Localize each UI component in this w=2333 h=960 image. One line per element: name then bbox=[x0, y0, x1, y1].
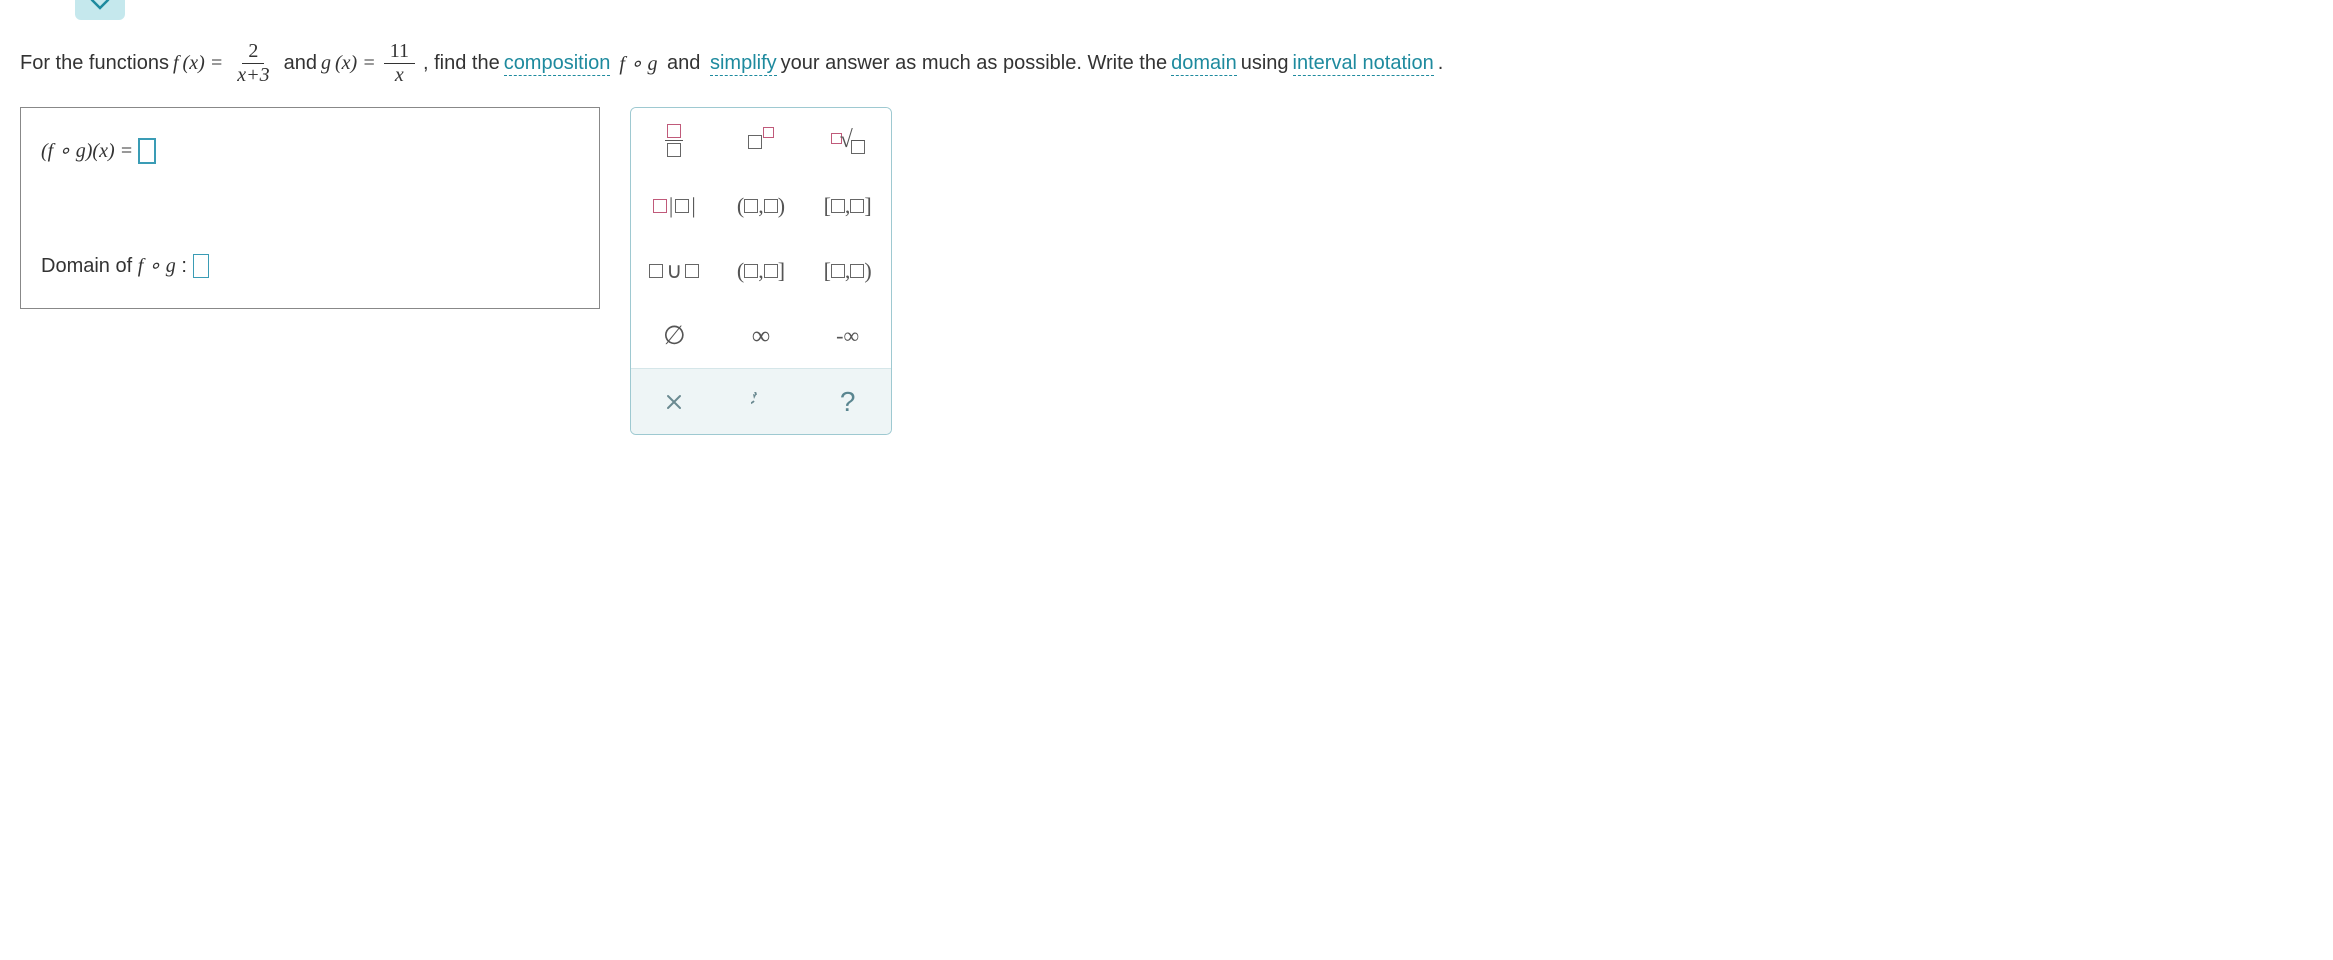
fog-inline: f ∘ g bbox=[614, 51, 657, 76]
undo-icon bbox=[751, 392, 771, 412]
domain-answer-line: Domain of f ∘ g : bbox=[41, 253, 579, 278]
f-lhs: f (x) = bbox=[173, 52, 223, 75]
g-den: x bbox=[389, 64, 410, 87]
question-text: For the functions f (x) = 2 x+3 and g (x… bbox=[20, 40, 2313, 87]
palette-root[interactable]: √ bbox=[804, 108, 891, 173]
palette-help[interactable]: ? bbox=[804, 369, 891, 434]
q-mid5: using bbox=[1241, 52, 1289, 75]
f-den: x+3 bbox=[231, 64, 275, 87]
palette-abs[interactable]: || bbox=[631, 173, 718, 238]
fog-label: (f ∘ g)(x) = bbox=[41, 138, 133, 163]
palette-closed-open[interactable]: [,) bbox=[804, 238, 891, 303]
fog-answer-line: (f ∘ g)(x) = bbox=[41, 138, 579, 163]
palette-union[interactable]: ∪ bbox=[631, 238, 718, 303]
close-icon bbox=[665, 393, 683, 411]
expand-toggle[interactable] bbox=[75, 0, 125, 20]
q-mid3b: and bbox=[661, 52, 705, 75]
g-num: 11 bbox=[384, 40, 415, 64]
symbol-palette: √ || (,) [,] ∪ (,] bbox=[630, 107, 892, 435]
fog-input[interactable] bbox=[139, 139, 155, 163]
answer-box: (f ∘ g)(x) = Domain of f ∘ g : bbox=[20, 107, 600, 309]
domain-input[interactable] bbox=[193, 254, 209, 278]
link-composition[interactable]: composition bbox=[504, 52, 611, 76]
link-interval[interactable]: interval notation bbox=[1293, 52, 1434, 76]
palette-infinity[interactable]: ∞ bbox=[718, 303, 805, 368]
palette-neg-infinity[interactable]: -∞ bbox=[804, 303, 891, 368]
chevron-down-icon bbox=[90, 0, 110, 12]
f-fraction: 2 x+3 bbox=[231, 40, 275, 87]
q-prefix: For the functions bbox=[20, 52, 169, 75]
g-fraction: 11 x bbox=[384, 40, 415, 87]
palette-open-open[interactable]: (,) bbox=[718, 173, 805, 238]
domain-label: Domain of f ∘ g : bbox=[41, 253, 187, 278]
q-mid1: and bbox=[284, 52, 317, 75]
q-mid4: your answer as much as possible. Write t… bbox=[781, 52, 1167, 75]
palette-open-closed[interactable]: (,] bbox=[718, 238, 805, 303]
palette-empty-set[interactable]: ∅ bbox=[631, 303, 718, 368]
palette-fraction[interactable] bbox=[631, 108, 718, 173]
palette-closed-closed[interactable]: [,] bbox=[804, 173, 891, 238]
link-simplify[interactable]: simplify bbox=[710, 52, 777, 76]
palette-clear[interactable] bbox=[631, 369, 718, 434]
palette-exponent[interactable] bbox=[718, 108, 805, 173]
link-domain[interactable]: domain bbox=[1171, 52, 1237, 76]
g-lhs: g (x) = bbox=[321, 52, 376, 75]
palette-undo[interactable] bbox=[718, 369, 805, 434]
f-num: 2 bbox=[242, 40, 264, 64]
q-mid2: , find the bbox=[423, 52, 500, 75]
q-tail: . bbox=[1438, 52, 1444, 75]
